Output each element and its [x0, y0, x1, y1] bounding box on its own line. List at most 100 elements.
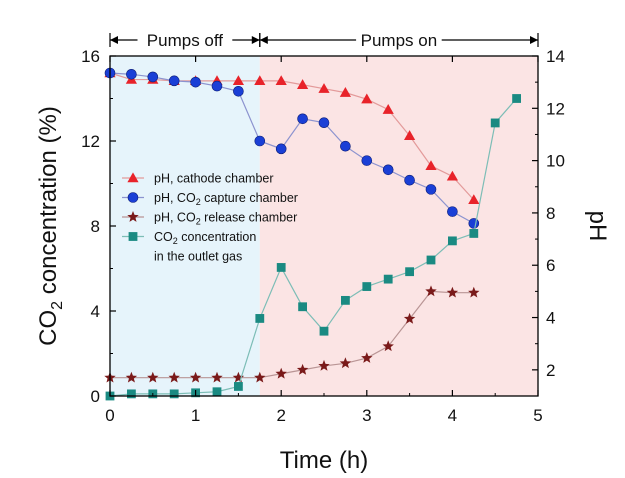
legend-label: CO2 concentration: [154, 230, 256, 246]
square-marker: [234, 382, 243, 391]
triangle-marker: [382, 104, 394, 114]
square-marker: [362, 282, 372, 291]
circle-marker: [468, 218, 480, 229]
star-marker: [127, 211, 139, 222]
series-layer: [104, 67, 521, 401]
star-marker: [382, 340, 394, 352]
star-marker: [339, 357, 352, 369]
star-marker: [296, 363, 309, 375]
x-tick-label: 2: [276, 406, 285, 425]
star-marker: [468, 286, 480, 298]
circle-marker: [233, 86, 244, 97]
arrow-head-right: [530, 36, 538, 44]
legend: pH, cathode chamber pH, CO2 capture chamb…: [122, 172, 298, 264]
triangle-marker: [339, 87, 351, 97]
y-left-axis-label: CO2 concentration (%): [35, 106, 66, 346]
square-marker: [319, 326, 329, 336]
legend-entry-3: CO2 concentration in the outlet gas: [122, 230, 256, 264]
circle-marker: [168, 75, 180, 87]
series-line: [110, 290, 474, 379]
triangle-marker: [297, 79, 309, 89]
circle-marker: [404, 174, 415, 186]
y-left-tick-label: 0: [91, 387, 100, 406]
legend-subscript: 2: [173, 236, 178, 246]
legend-text: pH, CO: [154, 211, 196, 225]
y-left-tick-label: 12: [81, 132, 100, 151]
annotation-label-pumps-off: Pumps off: [147, 31, 224, 50]
square-marker: [276, 263, 286, 272]
annotation-label-bg: [356, 26, 442, 52]
legend-text: release chamber: [201, 211, 298, 225]
y-left-tick-label: 4: [91, 302, 100, 321]
series-1: [104, 67, 480, 229]
square-marker: [169, 389, 179, 399]
label-subscript: 2: [49, 301, 66, 310]
circle-marker: [275, 143, 287, 155]
series-2: [104, 285, 480, 383]
star-marker: [147, 371, 159, 383]
triangle-marker: [232, 75, 244, 86]
square-marker: [255, 314, 265, 323]
legend-text: concentration: [178, 230, 257, 244]
triangle-marker: [468, 194, 480, 205]
circle-marker: [254, 135, 266, 147]
star-marker: [275, 367, 287, 379]
y-right-tick-label: 8: [546, 204, 555, 223]
star-marker: [425, 285, 437, 297]
square-marker: [383, 274, 393, 284]
square-marker: [405, 267, 414, 277]
circle-marker: [318, 117, 330, 128]
triangle-marker: [254, 75, 266, 86]
star-marker: [125, 371, 138, 383]
star-marker: [403, 312, 416, 324]
square-marker: [448, 236, 457, 246]
star-marker: [318, 359, 330, 371]
legend-text: pH, CO: [154, 191, 196, 205]
legend-label: pH, CO2 capture chamber: [154, 191, 298, 207]
x-tick-label: 1: [191, 406, 200, 425]
circle-marker: [127, 192, 139, 203]
square-marker: [127, 389, 136, 399]
star-marker: [361, 352, 373, 363]
square-marker: [212, 387, 222, 397]
square-marker: [298, 302, 307, 312]
annotation-label-bg: [137, 26, 233, 52]
star-marker: [254, 371, 266, 383]
legend-label: pH, CO2 release chamber: [154, 211, 297, 227]
triangle-marker: [275, 75, 287, 86]
legend-entry-1: pH, CO2 capture chamber: [122, 191, 298, 207]
star-marker: [189, 371, 202, 383]
star-marker: [232, 371, 245, 383]
legend-label-line2: in the outlet gas: [154, 250, 242, 264]
triangle-marker: [404, 130, 416, 140]
circle-marker: [211, 80, 223, 92]
x-axis-label: Time (h): [280, 447, 368, 474]
x-tick-label: 0: [105, 406, 114, 425]
circle-marker: [447, 206, 458, 217]
circle-marker: [425, 184, 437, 195]
legend-text: CO: [154, 230, 173, 244]
triangle-marker: [446, 170, 458, 181]
x-tick-label: 5: [533, 406, 542, 425]
arrow-head-left: [259, 36, 268, 44]
square-marker: [426, 255, 436, 265]
star-marker: [446, 286, 459, 298]
region-annotations: Pumps off Pumps on: [109, 26, 539, 52]
circle-marker: [361, 155, 373, 166]
y-right-tick-label: 4: [546, 309, 555, 328]
triangle-marker: [361, 93, 373, 104]
y-left-tick-label: 8: [91, 217, 100, 236]
y-right-tick-label: 2: [546, 361, 555, 380]
legend-entry-0: pH, cathode chamber: [122, 172, 274, 186]
annotation-label-pumps-on: Pumps on: [361, 31, 438, 50]
legend-label: pH, cathode chamber: [154, 172, 274, 186]
square-marker: [128, 232, 138, 241]
region-pumps-on: [259, 56, 538, 396]
triangle-marker: [425, 160, 437, 171]
label-part: concentration (%): [35, 106, 62, 301]
y-right-tick-label: 12: [546, 99, 565, 118]
square-marker: [469, 229, 479, 238]
square-marker: [341, 295, 350, 305]
